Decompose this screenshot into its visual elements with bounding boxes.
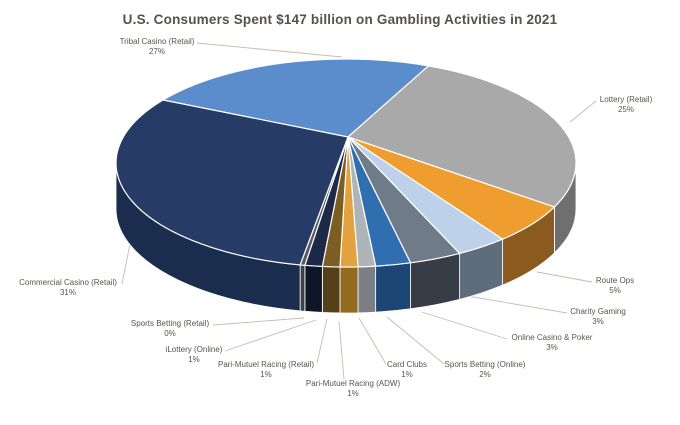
pie-side-pari-mutuel-racing-retail [321,266,341,314]
pie-top-slices [115,58,577,268]
leader-line-route-ops [536,271,593,283]
leader-line-lottery-retail [569,100,597,123]
pie-side-card-clubs [357,265,377,314]
leader-line-card-clubs [358,317,387,365]
leader-line-ilottery-online [224,319,317,352]
leader-line-sports-betting-online [386,316,445,365]
leader-line-pari-mutuel-racing-adw [338,320,345,380]
leader-line-sports-betting-retail [212,317,305,326]
pie-slice-tribal-casino-retail [162,58,430,138]
pie-side-pari-mutuel-racing-adw [339,266,359,314]
chart-title: U.S. Consumers Spent $147 billion on Gam… [122,12,558,27]
leader-line-pari-mutuel-racing-retail [316,318,328,364]
pie-side-walls [115,162,577,314]
pie-side-sports-betting-online [375,262,411,313]
leader-line-tribal-casino-retail [196,42,343,58]
leader-line-online-casino-poker [421,311,508,340]
pie-side-sports-betting-retail [299,264,306,312]
pie-slice-commercial-casino-retail [115,99,349,266]
pie-slice-lottery-retail [347,65,577,208]
pie-side-ilottery-online [304,264,323,313]
